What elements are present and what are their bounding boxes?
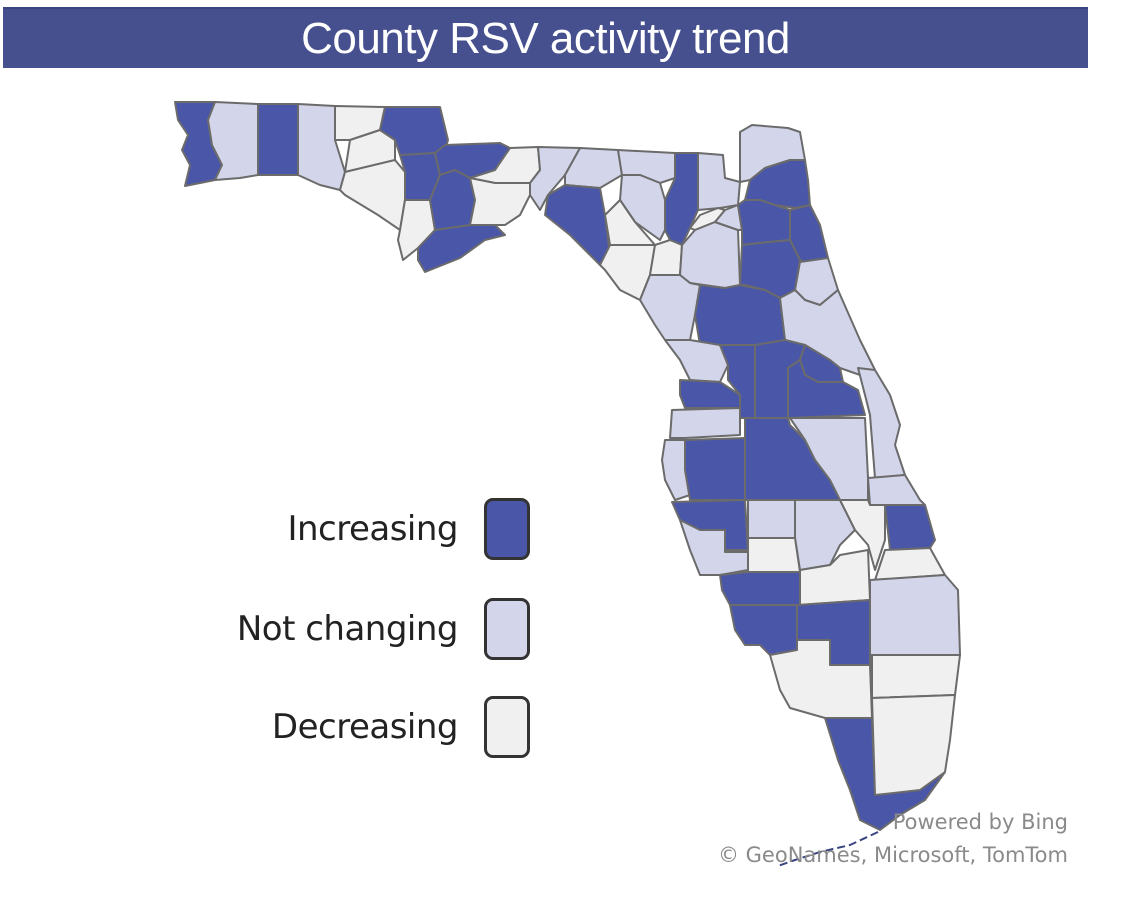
legend-swatch-not-changing [484, 598, 530, 660]
county-baker[interactable] [697, 152, 741, 211]
county-bay[interactable] [339, 159, 406, 231]
county-hardee[interactable] [747, 499, 796, 539]
county-marion[interactable] [694, 284, 786, 346]
legend-swatch-decreasing [484, 696, 530, 758]
county-palm-beach[interactable] [869, 574, 961, 656]
county-okaloosa[interactable] [257, 103, 299, 176]
county-okeechobee[interactable] [839, 499, 886, 571]
legend-swatch-increasing [484, 498, 530, 560]
legend-label-increasing: Increasing [287, 509, 458, 549]
county-washington[interactable] [344, 129, 396, 173]
county-st-lucie[interactable] [884, 504, 936, 551]
title-bar: County RSV activity trend [3, 7, 1088, 68]
county-miami-dade[interactable] [871, 694, 956, 796]
attribution-copyright: © GeoNames, Microsoft, TomTom [717, 843, 1068, 867]
county-gilchrist[interactable] [649, 239, 683, 276]
florida-keys [777, 831, 879, 867]
legend-label-not-changing: Not changing [236, 609, 459, 649]
county-wakulla[interactable] [469, 177, 531, 226]
county-clay[interactable] [737, 199, 791, 246]
county-desoto[interactable] [747, 537, 801, 573]
county-lafayette[interactable] [604, 199, 656, 246]
county-broward[interactable] [871, 654, 961, 699]
county-lee[interactable] [729, 604, 798, 656]
legend-label-decreasing: Decreasing [271, 707, 459, 747]
county-collier[interactable] [769, 639, 873, 719]
county-brevard[interactable] [857, 367, 906, 479]
county-hillsborough[interactable] [684, 437, 746, 501]
legend-item-decreasing: Decreasing [272, 696, 530, 758]
county-citrus[interactable] [664, 339, 729, 383]
legend-item-increasing: Increasing [287, 498, 530, 560]
map-title: County RSV activity trend [301, 13, 790, 63]
legend-item-not-changing: Not changing [237, 598, 530, 660]
county-taylor[interactable] [544, 184, 611, 266]
county-indian-river[interactable] [867, 474, 926, 506]
county-pasco[interactable] [669, 407, 741, 439]
attribution-powered-by: Powered by Bing [892, 810, 1068, 834]
county-charlotte[interactable] [719, 571, 801, 606]
county-levy[interactable] [639, 274, 701, 341]
